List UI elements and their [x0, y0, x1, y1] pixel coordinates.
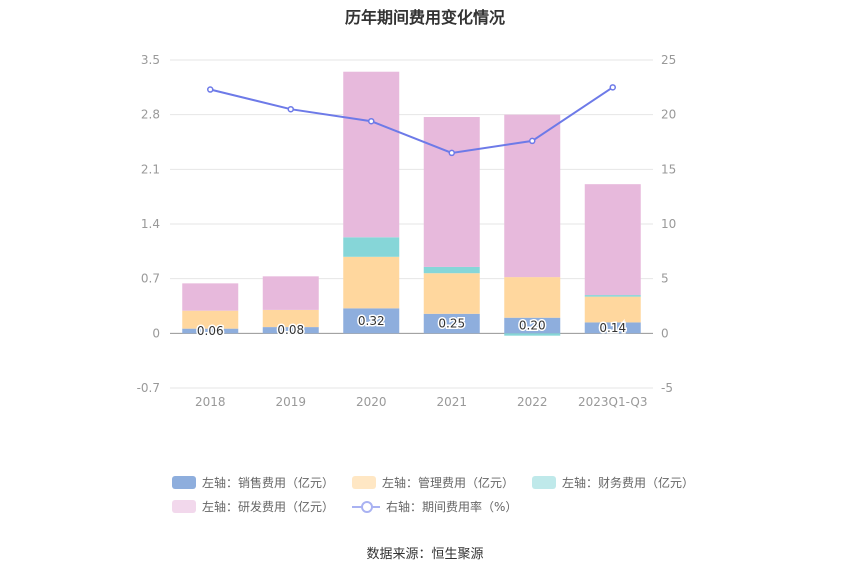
rate-point: [609, 84, 616, 91]
bar-rd: [262, 276, 319, 310]
legend-label-mgmt: 左轴：管理费用（亿元）: [382, 476, 515, 490]
legend-swatch-rate: [352, 500, 381, 513]
y-left-tick-label: 1.4: [141, 217, 160, 231]
bar-sales: [182, 328, 239, 334]
bar-fin: [504, 333, 561, 336]
data-label-sales: 0.32: [358, 314, 385, 328]
legend-label-sales: 左轴：销售费用（亿元）: [202, 476, 335, 490]
legend-swatch-mgmt: [352, 476, 377, 489]
bar-rd: [182, 283, 239, 311]
bar-rd: [343, 71, 400, 238]
rate-point: [207, 86, 214, 93]
chart-canvas: -0.7 0 0.7 1.4 2.1 2.8 3.5 -5 0 5 10 15 20 25 2018 2019…: [137, 53, 677, 409]
bar-mgmt: [504, 277, 561, 318]
chart-title: 历年期间费用变化情况: [344, 8, 505, 27]
legend-swatch-sales: [172, 476, 196, 489]
x-tick-label: 2018: [195, 395, 226, 409]
legend-item-mgmt[interactable]: 左轴：管理费用（亿元）: [352, 474, 514, 491]
bar-sales: [423, 313, 480, 334]
data-label-sales: 0.06: [197, 324, 224, 338]
bar-sales: [504, 317, 561, 334]
y-left-tick-label: 0.7: [141, 272, 160, 286]
bar-mgmt: [423, 273, 480, 314]
y-right-tick-label: 5: [661, 272, 669, 286]
rate-point: [448, 149, 455, 157]
bar-sales: [262, 327, 319, 334]
bar-rd: [584, 184, 641, 296]
y-left-tick-label: 2.8: [141, 108, 160, 122]
y-right-tick-label: 0: [661, 326, 669, 340]
y-right-tick-label: 25: [661, 53, 676, 67]
data-label-sales: 0.25: [438, 317, 465, 331]
legend-item-rate[interactable]: 右轴：期间费用率（%）: [352, 498, 517, 515]
legend-swatch-fin: [532, 476, 557, 489]
rate-point: [368, 117, 375, 125]
bar-mgmt: [262, 309, 319, 328]
bar-mgmt: [343, 256, 400, 309]
x-tick-label: 2021: [436, 395, 467, 409]
x-tick-label: 2023Q1-Q3: [578, 395, 647, 409]
data-label-sales: 0.20: [519, 319, 546, 333]
legend-row-2: 左轴：研发费用（亿元） 右轴：期间费用率（%）: [172, 498, 535, 515]
y-right-tick-label: 15: [661, 162, 676, 176]
y-left-tick-label: 3.5: [141, 53, 160, 67]
y-left-tick-label: -0.7: [137, 381, 160, 395]
legend-label-fin: 左轴：财务费用（亿元）: [562, 476, 695, 490]
bar-mgmt: [182, 310, 239, 329]
data-label-sales: 0.14: [599, 321, 626, 335]
legend-row-1: 左轴：销售费用（亿元） 左轴：管理费用（亿元） 左轴：财务费用（亿元）: [172, 474, 712, 491]
data-label-sales: 0.08: [277, 323, 304, 337]
legend-item-fin[interactable]: 左轴：财务费用（亿元）: [532, 474, 694, 491]
legend-label-rate: 右轴：期间费用率（%）: [386, 500, 518, 514]
y-right-tick-label: 10: [661, 217, 676, 231]
bar-fin: [584, 295, 641, 297]
bar-fin: [343, 237, 400, 257]
rate-line: [210, 86, 614, 154]
bar-sales: [343, 308, 400, 334]
x-tick-label: 2020: [356, 395, 387, 409]
legend-label-rd: 左轴：研发费用（亿元）: [202, 500, 335, 514]
bar-rd: [423, 117, 480, 267]
rate-point: [287, 105, 294, 113]
x-tick-label: 2022: [517, 395, 548, 409]
bar-mgmt: [584, 296, 641, 323]
legend-item-sales[interactable]: 左轴：销售费用（亿元）: [172, 474, 334, 491]
bar-fin: [423, 266, 480, 274]
rate-point: [529, 137, 536, 145]
legend-item-rd[interactable]: 左轴：研发费用（亿元）: [172, 498, 334, 515]
y-right-tick-label: 20: [661, 108, 676, 122]
y-left-tick-label: 2.1: [141, 162, 160, 176]
bar-sales: [584, 322, 641, 334]
x-tick-label: 2019: [275, 395, 306, 409]
legend-swatch-rd: [172, 500, 196, 513]
y-right-tick-label: -5: [661, 381, 673, 395]
y-left-tick-label: 0: [152, 326, 160, 340]
source-note: 数据来源：恒生聚源: [366, 547, 484, 562]
